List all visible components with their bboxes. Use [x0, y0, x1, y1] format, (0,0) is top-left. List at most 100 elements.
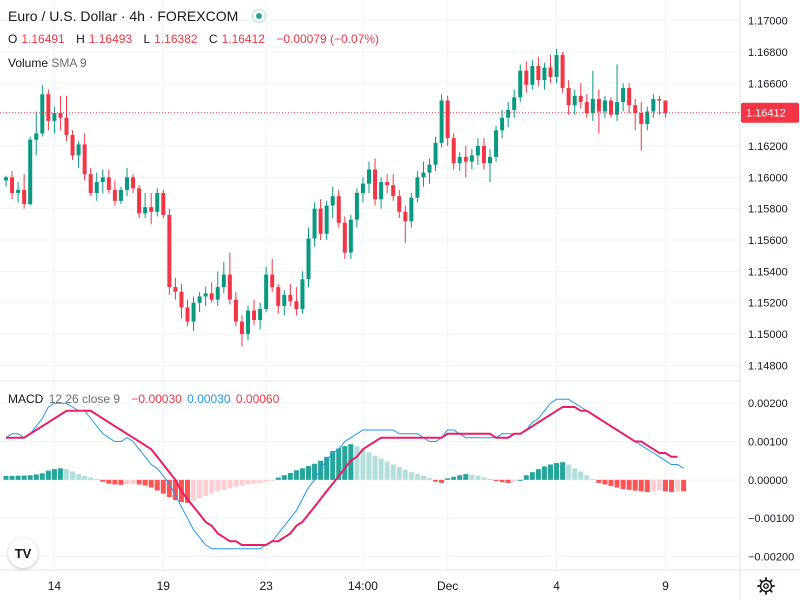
histogram-bar	[64, 469, 69, 480]
histogram-bar	[548, 464, 553, 480]
histogram-bar	[39, 473, 45, 480]
candle-up	[28, 136, 33, 206]
histogram-bar	[70, 471, 76, 480]
candle-body	[391, 185, 396, 197]
histogram-bar	[142, 479, 148, 486]
tradingview-logo[interactable]: TV	[8, 538, 38, 568]
histogram-bar	[336, 448, 342, 480]
candle-body	[409, 197, 414, 222]
candle-down	[22, 174, 27, 209]
candle-up	[615, 64, 620, 121]
candle-body	[258, 309, 263, 320]
histogram-bar	[191, 479, 197, 501]
candle-body	[88, 174, 93, 193]
macd-tick-label: 0.00000	[748, 475, 788, 487]
histogram-bar	[257, 479, 263, 483]
candle-down	[627, 83, 632, 114]
market-status-icon[interactable]	[252, 9, 267, 23]
histogram-bar	[293, 470, 299, 480]
time-tick-label: 14:00	[348, 579, 378, 593]
candle-body	[615, 102, 620, 115]
histogram-bar	[439, 479, 445, 483]
histogram-bar	[324, 456, 330, 480]
histogram-bar	[245, 479, 251, 485]
low-value: 1.16382	[154, 32, 198, 46]
histogram-bar	[57, 468, 63, 480]
price-tick-label: 1.15400	[748, 266, 788, 278]
candle-down	[10, 171, 15, 200]
candle-body	[40, 94, 45, 134]
candle-body	[560, 55, 565, 88]
macd-legend[interactable]: MACD 12 26 close 9 −0.00030 0.00030 0.00…	[8, 392, 281, 406]
histogram-bar	[124, 479, 130, 485]
candle-body	[330, 196, 335, 206]
histogram-bar	[384, 461, 390, 480]
histogram-bar	[221, 479, 227, 490]
candle-body	[221, 274, 226, 288]
histogram-bar	[203, 479, 209, 496]
histogram-bar	[15, 475, 21, 480]
candle-up	[409, 193, 414, 228]
histogram-bar	[499, 479, 505, 483]
candle-body	[512, 97, 517, 110]
price-tick-label: 1.15600	[748, 235, 788, 247]
candle-down	[596, 89, 601, 134]
macd-params: 12 26 close 9	[48, 392, 121, 406]
histogram-bar	[566, 464, 572, 480]
candle-body	[415, 177, 420, 198]
candle-body	[439, 100, 444, 143]
candle-down	[548, 55, 553, 84]
time-tick-label: 23	[259, 579, 273, 593]
volume-params: SMA 9	[51, 56, 87, 70]
histogram-bar	[197, 479, 203, 499]
histogram-bar	[408, 472, 414, 480]
candle-body	[566, 87, 571, 106]
histogram-bar	[445, 478, 451, 480]
candle-down	[342, 216, 347, 259]
candle-down	[578, 83, 583, 109]
candle-down	[185, 299, 190, 327]
candle-body	[288, 294, 293, 302]
macd-label[interactable]: MACD	[8, 392, 44, 406]
candle-down	[451, 133, 456, 170]
candle-body	[596, 98, 601, 112]
candle-up	[433, 136, 438, 172]
candle-body	[651, 98, 656, 112]
candle-down	[131, 174, 136, 193]
symbol-title[interactable]: Euro / U.S. Dollar · 4h · FOREXCOM	[8, 8, 239, 24]
candle-up	[512, 89, 517, 118]
histogram-bar	[154, 479, 160, 491]
candle-up	[572, 89, 577, 115]
candle-down	[663, 100, 668, 118]
macd-tick-label: −0.00200	[748, 552, 794, 564]
candle-up	[324, 200, 329, 241]
symbol-legend[interactable]: Euro / U.S. Dollar · 4h · FOREXCOM	[8, 8, 267, 24]
gear-icon[interactable]	[756, 576, 776, 596]
histogram-bar	[118, 479, 124, 485]
candle-body	[22, 189, 27, 204]
candle-up	[312, 202, 317, 247]
volume-legend[interactable]: Volume SMA 9	[8, 56, 87, 70]
candle-body	[385, 182, 390, 186]
volume-label[interactable]: Volume	[8, 56, 49, 70]
candle-body	[100, 177, 105, 183]
histogram-bar	[233, 479, 239, 487]
price-axis[interactable]: 1.170001.168001.166001.164001.162001.160…	[748, 16, 788, 373]
candle-body	[367, 169, 371, 184]
histogram-bar	[342, 446, 348, 480]
price-tick-label: 1.16200	[748, 141, 788, 153]
histogram-bar	[638, 479, 644, 492]
candle-body	[518, 70, 523, 98]
candle-up	[506, 102, 511, 128]
histogram-bar	[541, 466, 547, 480]
macd-axis[interactable]: 0.00200 0.00100 0.00000 −0.00100 −0.00200	[748, 398, 794, 563]
time-axis[interactable]: 14 19 23 14:00 Dec 4 9	[48, 579, 669, 593]
histogram-bar	[681, 479, 687, 492]
histogram-bar	[632, 479, 638, 491]
candle-body	[143, 207, 148, 214]
candle-body	[125, 177, 129, 190]
candle-body	[197, 296, 202, 303]
candle-up	[143, 193, 148, 219]
candle-body	[16, 189, 21, 193]
